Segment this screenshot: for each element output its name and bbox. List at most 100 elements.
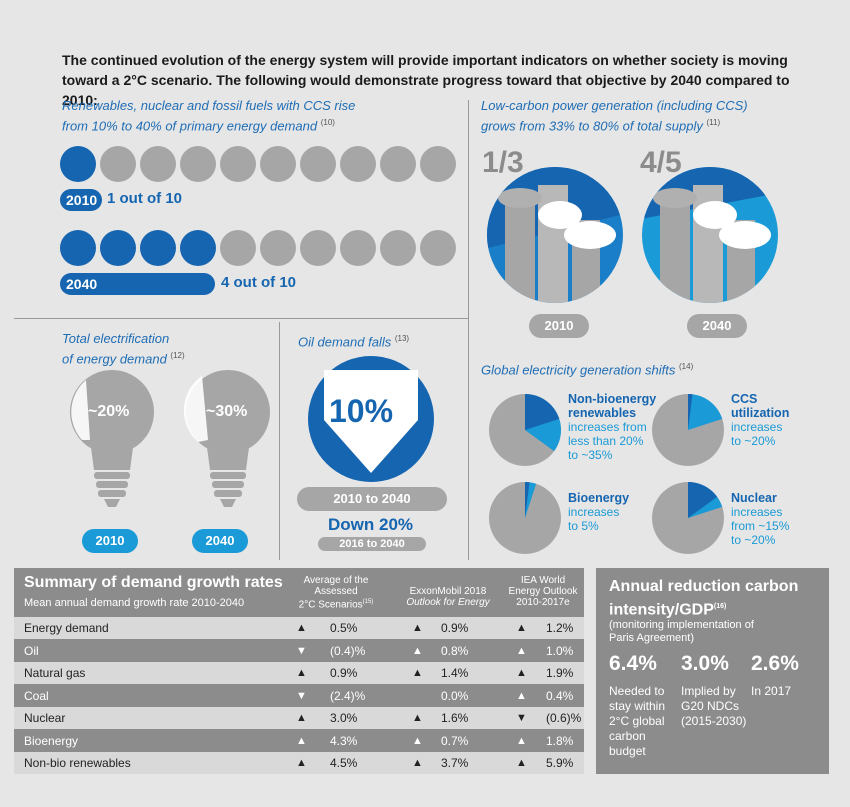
cell-b-arrow: ▲ (412, 622, 423, 634)
annual-subtitle: (monitoring implementation of Paris Agree… (609, 619, 754, 644)
annual-desc-3: In 2017 (751, 684, 792, 698)
summary-subtitle: Mean annual demand growth rate 2010-2040 (24, 597, 245, 609)
shift-text-bioenergy: Bioenergy increases to 5% (568, 491, 630, 533)
oil-down-arrow-icon (308, 356, 434, 482)
cell-label: Nuclear (24, 711, 66, 725)
cell-b: 0.9% (441, 621, 469, 635)
summary-title: Summary of demand growth rates (24, 574, 283, 591)
fraction-2010: 1/3 (482, 146, 524, 179)
cell-label: Coal (24, 688, 49, 703)
person-dot (220, 230, 256, 266)
person-dot (340, 230, 376, 266)
cell-a: 0.5% (330, 621, 358, 635)
cell-a: 3.0% (330, 711, 358, 725)
person-dot (140, 230, 176, 266)
pie-slice-from (688, 482, 718, 518)
annual-desc-2: Implied by G20 NDCs (2015-2030) (681, 684, 747, 728)
pie-slice-from (525, 394, 560, 430)
cell-b-arrow: ▲ (412, 757, 423, 769)
pie-slice-from (525, 482, 530, 518)
cell-a-arrow: ▲ (296, 757, 307, 769)
bulb-2010-icon (70, 370, 154, 507)
table-row: Coal ▼ (2.4)% 0.0% ▲ 0.4% (14, 684, 584, 707)
cell-a-arrow: ▲ (296, 734, 307, 747)
shift-text-ccs: CCS utilization increases to ~20% (731, 392, 790, 448)
pie-slice-to (688, 394, 723, 430)
cell-b-arrow: ▲ (412, 712, 423, 724)
annual-value-2: 3.0% (681, 652, 729, 675)
annual-desc-1: Needed to stay within 2°C global carbon budg… (609, 684, 666, 758)
divider-horizontal (14, 318, 468, 319)
cell-a: (2.4)% (330, 688, 366, 703)
cell-b: 3.7% (441, 756, 469, 770)
person-dot (100, 146, 136, 182)
cell-b: 0.8% (441, 643, 469, 658)
electrification-year-2010: 2010 (82, 529, 138, 553)
person-dot (300, 230, 336, 266)
person-dot (340, 146, 376, 182)
cell-b-arrow: ▲ (412, 644, 423, 657)
shift-text-nuclear: Nuclear increases from ~15% to ~20% (731, 491, 790, 547)
person-dot (260, 230, 296, 266)
cell-c: 5.9% (546, 756, 574, 770)
oil-value: 10% (329, 393, 394, 429)
cell-c: 1.0% (546, 643, 574, 658)
person-dot (180, 230, 216, 266)
lowcarbon-title: Low-carbon power generation (including C… (481, 98, 748, 134)
cell-c-arrow: ▼ (516, 712, 527, 724)
cell-a-arrow: ▼ (296, 689, 307, 702)
cell-c-arrow: ▲ (516, 689, 527, 702)
cell-a: 4.5% (330, 756, 358, 770)
cell-c-arrow: ▲ (516, 622, 527, 634)
year-pill-2010: 2010 (60, 189, 102, 211)
cell-label: Oil (24, 643, 39, 658)
col-header-exxon: ExxonMobil 2018 Outlook for Energy (406, 586, 490, 608)
cell-b: 1.4% (441, 666, 469, 680)
electrification-2040-value: ~30% (206, 403, 248, 420)
lightbulbs (70, 370, 270, 507)
divider-vertical (468, 100, 469, 560)
cell-a: 0.9% (330, 666, 358, 680)
annual-panel (596, 568, 829, 774)
oil-down-range: 2016 to 2040 (318, 537, 426, 551)
plant-2010-icon (487, 167, 623, 303)
lowcarbon-year-2010: 2010 (529, 314, 589, 338)
cell-a: 4.3% (330, 733, 358, 748)
cell-c: 1.9% (546, 666, 574, 680)
shifts-title: Global electricity generation shifts (14… (481, 362, 694, 378)
plant-2040-icon (642, 167, 778, 303)
pie-slice-from (688, 394, 693, 430)
electrification-title: Total electrification of energy demand (… (62, 331, 185, 367)
electrification-2010-value: ~20% (88, 403, 130, 420)
oil-down-20: Down 20% (328, 515, 414, 534)
person-dot (420, 146, 456, 182)
cell-c-arrow: ▲ (516, 667, 527, 679)
cell-b: 0.7% (441, 733, 469, 748)
cell-b-arrow: ▲ (412, 734, 423, 747)
person-dot (100, 230, 136, 266)
cell-a: (0.4)% (330, 643, 366, 658)
cell-a-arrow: ▲ (296, 622, 307, 634)
year-pill-2040: 2040 (60, 273, 215, 295)
electrification-year-2040: 2040 (192, 529, 248, 553)
person-dot (380, 230, 416, 266)
fraction-2040: 4/5 (640, 146, 682, 179)
cell-c: 0.4% (546, 688, 574, 703)
table-row: Oil ▼ (0.4)% ▲ 0.8% ▲ 1.0% (14, 639, 584, 662)
person-dot (380, 146, 416, 182)
person-dot (140, 146, 176, 182)
person-dot (300, 146, 336, 182)
cell-label: Non-bio renewables (24, 756, 131, 770)
oil-range: 2010 to 2040 (297, 487, 447, 511)
cell-label: Energy demand (24, 621, 109, 635)
cell-c-arrow: ▲ (516, 644, 527, 657)
bulb-2040-icon (183, 370, 270, 507)
table-row: Energy demand ▲ 0.5% ▲ 0.9% ▲ 1.2% (14, 617, 584, 639)
cell-a-arrow: ▲ (296, 667, 307, 679)
cell-b: 0.0% (441, 688, 469, 703)
table-row: Non-bio renewables ▲ 4.5% ▲ 3.7% ▲ 5.9% (14, 752, 584, 774)
intro-text: The continued evolution of the energy sy… (62, 52, 790, 108)
cell-a-arrow: ▲ (296, 712, 307, 724)
cell-b-arrow: ▲ (412, 667, 423, 679)
person-dot (60, 146, 96, 182)
